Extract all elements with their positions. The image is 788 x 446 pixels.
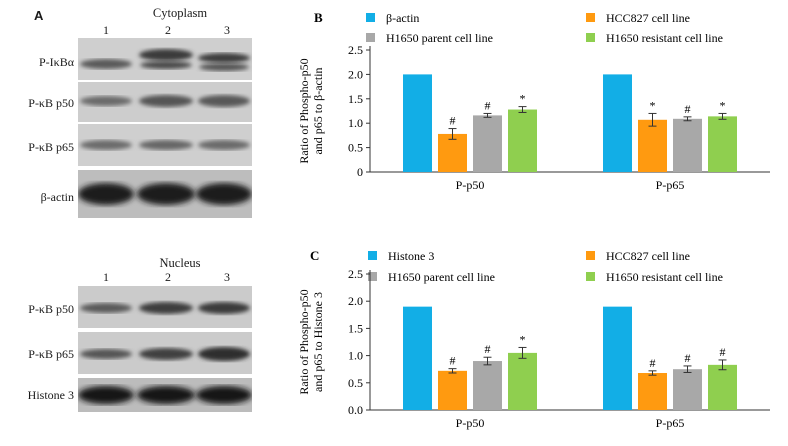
bar-c-p-p50-2: [473, 361, 502, 410]
legend-swatch-c-0: [368, 251, 377, 260]
bar-b-p-p50-2: [473, 115, 502, 172]
legend-swatch-c-1: [586, 251, 595, 260]
y-tick-label-c-2: 1.0: [348, 349, 363, 363]
blot-bands-nuc-histone3: [78, 378, 252, 412]
significance-mark-b-1-1: *: [650, 98, 656, 112]
significance-mark-b-1-3: *: [720, 98, 726, 112]
legend-label-b-1: HCC827 cell line: [606, 11, 690, 25]
significance-mark-c-1-3: #: [720, 345, 726, 359]
blot-bands-cyto-p65: [78, 124, 252, 166]
y-tick-label-c-4: 2.0: [348, 294, 363, 308]
bar-c-p-p65-2: [673, 369, 702, 410]
bar-b-p-p65-2: [673, 118, 702, 172]
y-tick-label-b-2: 1.0: [348, 116, 363, 130]
legend-swatch-b-0: [366, 13, 375, 22]
blot-bands-nuc-p50: [78, 286, 252, 328]
blot-bands-cyto-p50: [78, 82, 252, 122]
bar-c-p-p50-1: [438, 370, 467, 410]
bar-b-p-p50-3: [508, 109, 537, 172]
cyto-row-label-p50: P-κB p50: [28, 96, 74, 110]
significance-mark-b-0-3: *: [520, 92, 526, 106]
bar-b-p-p65-0: [603, 74, 632, 172]
blot-bands-nuc-p65: [78, 332, 252, 374]
nuc-lane-3: 3: [224, 270, 230, 284]
bar-c-p-p65-1: [638, 373, 667, 410]
category-label-c-0: P-p50: [456, 416, 485, 430]
significance-mark-b-0-1: #: [450, 114, 456, 128]
y-tick-label-c-3: 1.5: [348, 321, 363, 335]
cyto-row-label-pikba: P-IκBα: [38, 55, 74, 69]
y-tick-label-b-1: 0.5: [348, 141, 363, 155]
significance-mark-c-1-1: #: [650, 356, 656, 370]
blot-strip-nuc-histone3: [78, 378, 252, 412]
legend-label-b-3: H1650 resistant cell line: [606, 31, 723, 45]
cytoplasm-title: Cytoplasm: [152, 6, 208, 20]
significance-mark-b-1-2: #: [685, 102, 691, 116]
nuc-lane-2: 2: [165, 270, 171, 284]
panel-letter-b: B: [314, 10, 323, 25]
cyto-lane-1: 1: [103, 23, 109, 37]
bar-b-p-p50-1: [438, 133, 467, 172]
legend-label-c-0: Histone 3: [388, 249, 434, 263]
blot-bands-cyto-pikba: [78, 38, 252, 80]
panel-letter-a: A: [34, 8, 44, 23]
category-label-b-0: P-p50: [456, 178, 485, 192]
significance-mark-c-1-2: #: [685, 351, 691, 365]
cyto-lane-3: 3: [224, 23, 230, 37]
significance-mark-b-0-2: #: [485, 98, 491, 112]
y-tick-label-b-4: 2.0: [348, 67, 363, 81]
cyto-row-label-p65: P-κB p65: [28, 140, 74, 154]
bar-c-p-p50-0: [403, 306, 432, 410]
blot-strip-cyto-bactin: [78, 170, 252, 218]
chart-panel-c: C Histone 3 HCC827 cell line H1650 parent c…: [300, 248, 770, 430]
blot-strip-cyto-p50: [78, 82, 252, 122]
legend-label-c-3: H1650 resistant cell line: [606, 270, 723, 284]
blot-strip-cyto-p65: [78, 124, 252, 166]
bar-c-p-p50-3: [508, 352, 537, 410]
nuc-row-label-p50: P-κB p50: [28, 302, 74, 316]
nuc-row-label-p65: P-κB p65: [28, 347, 74, 361]
bar-c-p-p65-0: [603, 306, 632, 410]
legend-label-c-2: H1650 parent cell line: [388, 270, 495, 284]
y-tick-label-b-3: 1.5: [348, 92, 363, 106]
blot-strip-cyto-pikba: [78, 38, 252, 80]
category-label-b-1: P-p65: [656, 178, 685, 192]
legend-swatch-b-1: [586, 13, 595, 22]
blot-strip-nuc-p50: [78, 286, 252, 328]
category-label-c-1: P-p65: [656, 416, 685, 430]
bar-c-p-p65-3: [708, 364, 737, 410]
y-tick-label-c-5: 2.5: [348, 267, 363, 281]
y-tick-label-c-0: 0.0: [348, 403, 363, 417]
y-axis-label-c-1: and p65 to Histone 3: [311, 292, 325, 392]
y-tick-label-c-1: 0.5: [348, 376, 363, 390]
blot-bands-cyto-bactin: [78, 170, 252, 218]
legend-swatch-b-2: [366, 33, 375, 42]
y-axis-label-c-0: Ratio of Phospho-p50: [300, 289, 311, 394]
cyto-lane-2: 2: [165, 23, 171, 37]
y-tick-label-b-5: 2.5: [348, 43, 363, 57]
significance-mark-c-0-3: *: [520, 332, 526, 346]
legend-label-c-1: HCC827 cell line: [606, 249, 690, 263]
significance-mark-c-0-1: #: [450, 354, 456, 368]
legend-swatch-b-3: [586, 33, 595, 42]
significance-mark-c-0-2: #: [485, 342, 491, 356]
bar-b-p-p65-1: [638, 119, 667, 172]
legend-swatch-c-2: [368, 272, 377, 281]
legend-label-b-2: H1650 parent cell line: [386, 31, 493, 45]
panel-letter-c: C: [310, 248, 319, 263]
legend-label-b-0: β-actin: [386, 11, 419, 25]
y-axis-label-b-1: and p65 to β-actin: [311, 67, 325, 154]
blot-strip-nuc-p65: [78, 332, 252, 374]
bar-b-p-p65-3: [708, 116, 737, 172]
bar-b-p-p50-0: [403, 74, 432, 172]
legend-swatch-c-3: [586, 272, 595, 281]
y-axis-label-b-0: Ratio of Phospho-p50: [300, 58, 311, 163]
nuc-row-label-histone3: Histone 3: [27, 388, 74, 402]
y-tick-label-b-0: 0: [357, 165, 363, 179]
nucleus-title: Nucleus: [159, 256, 201, 270]
cyto-row-label-bactin: β-actin: [40, 190, 74, 204]
nuc-lane-1: 1: [103, 270, 109, 284]
